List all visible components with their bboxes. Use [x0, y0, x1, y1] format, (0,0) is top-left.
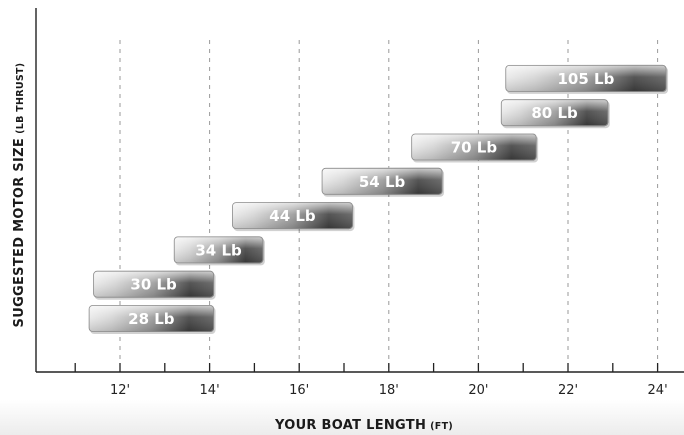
bar-gloss: [411, 133, 537, 161]
bar-group: 80 Lb: [500, 99, 610, 129]
bar-label: 28 Lb: [128, 310, 175, 328]
x-tick-label: 20': [468, 383, 488, 398]
bar-gloss: [173, 236, 264, 264]
bar-group: 105 Lb: [505, 64, 669, 94]
bar-group: 34 Lb: [173, 236, 265, 266]
grid-lines: [119, 40, 659, 372]
x-axis-title-main: YOUR BOAT LENGTH: [274, 418, 426, 433]
bar-gloss: [500, 99, 609, 127]
bar-outline: [500, 99, 609, 127]
bar-label: 54 Lb: [359, 173, 406, 191]
bar-gloss: [232, 202, 353, 230]
x-tick-label: 24': [648, 383, 668, 398]
x-axis-title-unit: (FT): [430, 421, 453, 432]
bar-gloss: [88, 305, 215, 332]
bar-label: 44 Lb: [269, 207, 316, 225]
bar-outline: [93, 270, 214, 298]
bar-outline: [505, 65, 667, 92]
bar-outline: [321, 167, 443, 195]
x-axis-tick-labels: 12' 14' 16' 18' 20' 22' 24': [110, 383, 668, 398]
bar-group: 28 Lb: [88, 305, 216, 334]
bar-outline: [411, 133, 537, 161]
bars: 28 Lb 30 Lb 34 Lb 44 Lb 54 Lb 70 Lb 80 Lb 105 L…: [88, 64, 669, 334]
footer-band: [0, 400, 684, 435]
y-axis-title-main: SUGGESTED MOTOR SIZE: [12, 138, 27, 328]
y-axis-title: SUGGESTED MOTOR SIZE (LB THRUST): [12, 63, 27, 328]
y-axis-title-unit: (LB THRUST): [15, 63, 26, 134]
bar-label: 30 Lb: [130, 276, 177, 294]
x-tick-label: 22': [558, 383, 578, 398]
x-tick-label: 16': [289, 383, 309, 398]
bar-outline: [88, 305, 214, 332]
bar-gloss: [505, 64, 667, 92]
bar-gloss: [93, 270, 215, 298]
bar-label: 34 Lb: [195, 241, 242, 259]
bar-outline: [173, 236, 264, 264]
bar-group: 44 Lb: [232, 202, 355, 232]
x-axis-ticks: [74, 363, 659, 372]
bar-group: 30 Lb: [93, 270, 216, 300]
bar-group: 70 Lb: [411, 133, 539, 163]
x-axis-title: YOUR BOAT LENGTH (FT): [274, 418, 453, 433]
bar-outline: [232, 202, 353, 230]
x-tick-label: 18': [379, 383, 399, 398]
bar-gloss: [321, 167, 443, 195]
bar-group: 54 Lb: [321, 167, 445, 197]
x-tick-label: 12': [110, 383, 130, 398]
bar-label: 105 Lb: [557, 70, 614, 88]
x-tick-label: 14': [200, 383, 220, 398]
bar-label: 70 Lb: [451, 139, 498, 157]
bar-label: 80 Lb: [531, 104, 578, 122]
